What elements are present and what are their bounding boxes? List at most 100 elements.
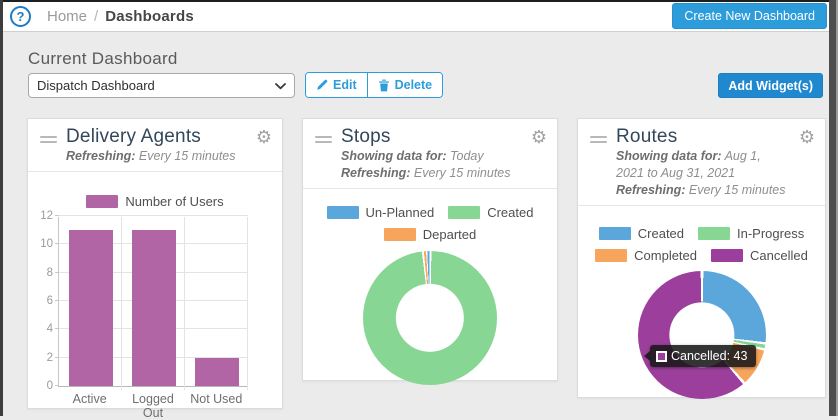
chart-legend: Created In-Progress Completed Cancelled [578, 226, 825, 263]
x-axis-label-not-used: Not Used [190, 392, 243, 406]
subtitle-text: Today [446, 149, 484, 163]
widget-subtitle: Showing data for: Aug 1, 2021 to Aug 31,… [616, 148, 791, 199]
y-axis-label: 0 [46, 380, 53, 392]
donut-chart-routes[interactable] [637, 271, 766, 399]
legend-swatch [326, 206, 359, 219]
drag-handle-icon[interactable] [315, 136, 332, 146]
legend-swatch [595, 249, 628, 262]
y-tick [55, 328, 59, 330]
legend-item-created[interactable]: Created [598, 226, 685, 241]
widget-header: Stops ⚙ Showing data for: Today Refreshi… [303, 119, 557, 189]
subtitle-text: Showing data for: [341, 149, 447, 163]
subtitle-text: Every 15 minutes [135, 149, 236, 163]
legend-label: Un-Planned [365, 205, 435, 220]
legend-item-departed[interactable]: Departed [383, 227, 477, 242]
y-axis-label: 10 [40, 238, 53, 251]
widget-body: Number of Users 0 2 4 6 8 10 12 Active Logged O… [28, 194, 282, 420]
window-right-edge [829, 0, 838, 416]
legend-swatch [711, 249, 744, 262]
widget-title: Delivery Agents [66, 126, 202, 147]
bar-not-used[interactable] [194, 357, 239, 386]
widget-subtitle: Refreshing: Every 15 minutes [66, 148, 248, 165]
gridline [247, 217, 248, 390]
subtitle-text: Every 15 minutes [410, 166, 511, 180]
widget-title: Stops [341, 126, 391, 147]
gear-icon[interactable]: ⚙ [798, 127, 815, 148]
window-top-edge [0, 0, 838, 2]
chart-tooltip: Cancelled: 43 [644, 345, 757, 367]
add-widgets-button[interactable]: Add Widget(s) [718, 73, 823, 98]
widget-body: Created In-Progress Completed Cancelled Can… [578, 226, 825, 399]
legend-swatch [698, 227, 731, 240]
subtitle-text: Refreshing: [66, 149, 136, 163]
gridline [59, 215, 248, 216]
widget-routes: Routes ⚙ Showing data for: Aug 1, 2021 t… [577, 118, 826, 399]
y-tick [55, 271, 59, 273]
subtitle-text: Refreshing: [616, 183, 686, 197]
chevron-down-icon [275, 83, 286, 90]
legend-item-created[interactable]: Created [448, 205, 533, 220]
chart-legend: Un-Planned Created Departed [303, 205, 557, 242]
legend-swatch [448, 206, 481, 219]
bar-active[interactable] [68, 230, 113, 386]
legend-swatch [598, 227, 631, 240]
legend-label: Number of Users [125, 194, 224, 209]
delete-button-label: Delete [394, 78, 433, 92]
breadcrumb-home-link[interactable]: Home [47, 8, 88, 25]
drag-handle-icon[interactable] [590, 136, 607, 146]
breadcrumb: Home / Dashboards [47, 8, 194, 25]
page-title: Current Dashboard [28, 49, 178, 68]
help-icon[interactable]: ? [10, 6, 31, 27]
create-new-dashboard-button[interactable]: Create New Dashboard [672, 3, 827, 29]
dashboard-select[interactable]: Dispatch Dashboard [28, 73, 295, 98]
widget-header: Routes ⚙ Showing data for: Aug 1, 2021 t… [578, 119, 825, 206]
subtitle-text: Refreshing: [341, 166, 411, 180]
legend-item-un-planned[interactable]: Un-Planned [326, 205, 435, 220]
gridline [183, 217, 185, 390]
tooltip-swatch [656, 350, 667, 362]
delete-button[interactable]: Delete [366, 73, 443, 97]
breadcrumb-current: Dashboards [105, 8, 194, 25]
dashboard-select-value: Dispatch Dashboard [37, 78, 155, 93]
tooltip-text: Cancelled: 43 [671, 349, 748, 363]
subtitle-text: Aug 1, 2021 to Aug 31, 2021 [616, 149, 761, 180]
tooltip-arrow [644, 351, 650, 361]
widget-title: Routes [616, 126, 678, 147]
help-glyph: ? [16, 9, 25, 24]
gear-icon[interactable]: ⚙ [530, 127, 547, 148]
pencil-icon [317, 79, 328, 90]
legend-label: In-Progress [737, 226, 805, 241]
legend-label: Completed [634, 248, 698, 263]
legend-item-cancelled[interactable]: Cancelled [711, 248, 808, 263]
widget-body: Un-Planned Created Departed [303, 205, 557, 385]
legend-label: Departed [422, 227, 477, 242]
y-tick [55, 215, 59, 216]
bar-chart-area: 0 2 4 6 8 10 12 Active Logged Out Not Used [40, 210, 248, 420]
donut-chart-stops[interactable] [363, 251, 497, 385]
y-tick [55, 300, 59, 301]
y-axis-label: 12 [40, 210, 53, 222]
subtitle-text: Every 15 minutes [685, 183, 786, 197]
y-axis-label: 6 [46, 295, 53, 307]
edit-button[interactable]: Edit [306, 73, 367, 97]
x-axis-label-active: Active [72, 392, 107, 406]
drag-handle-icon[interactable] [40, 136, 57, 146]
bar-logged-out[interactable] [131, 230, 176, 386]
edit-delete-button-group: Edit Delete [305, 72, 444, 98]
legend-item-completed[interactable]: Completed [595, 248, 697, 263]
legend-swatch [383, 228, 416, 241]
legend-item-number-of-users[interactable]: Number of Users [86, 194, 224, 209]
y-tick [55, 243, 59, 245]
breadcrumb-separator: / [94, 8, 99, 25]
legend-label: Created [487, 205, 534, 220]
legend-swatch [86, 195, 119, 208]
legend-item-in-progress[interactable]: In-Progress [698, 226, 804, 241]
legend-label: Created [637, 226, 685, 241]
y-axis-label: 2 [46, 351, 53, 364]
trash-icon [378, 79, 389, 91]
y-tick [55, 385, 59, 386]
bar-chart[interactable]: 0 2 4 6 8 10 12 [40, 210, 248, 392]
y-axis-label: 8 [46, 266, 53, 279]
edit-button-label: Edit [333, 78, 357, 92]
gear-icon[interactable]: ⚙ [255, 127, 272, 148]
